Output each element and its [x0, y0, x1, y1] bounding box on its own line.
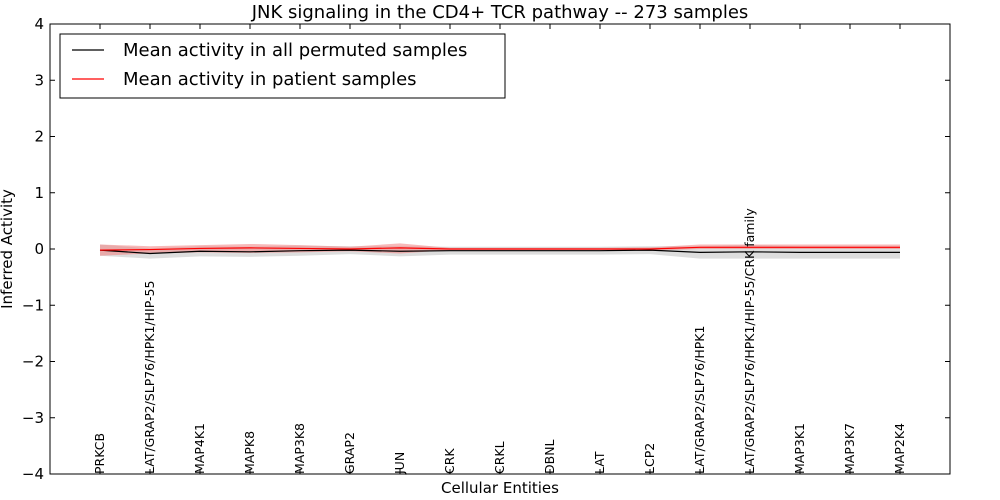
chart-title: JNK signaling in the CD4+ TCR pathway --…	[251, 2, 749, 23]
ytick-label-7: 3	[34, 71, 44, 89]
ytick-label-8: 4	[34, 15, 44, 33]
ytick-label-3: −1	[22, 296, 44, 314]
x-axis-category-labels: PRKCB LAT/GRAP2/SLP76/HPK1/HIP-55 MAP4K1 MA…	[92, 24, 907, 475]
category-label-1: LAT/GRAP2/SLP76/HPK1/HIP-55	[142, 281, 157, 474]
category-label-4: MAP3K8	[292, 423, 307, 474]
y-axis-label: Inferred Activity	[0, 189, 16, 309]
category-label-15: MAP3K7	[842, 423, 857, 474]
category-label-10: LAT	[592, 451, 607, 474]
ytick-label-2: −2	[22, 353, 44, 371]
legend-frame	[59, 33, 506, 99]
y-axis: −4 −3 −2 −1 0 1 2 3 4	[22, 15, 950, 483]
ytick-label-5: 1	[34, 184, 44, 202]
category-label-3: MAPK8	[242, 431, 257, 474]
ytick-label-6: 2	[34, 128, 44, 146]
line-series-0	[99, 249, 900, 255]
ytick-label-1: −3	[22, 409, 44, 427]
series-lines	[99, 246, 900, 255]
category-label-16: MAP2K4	[892, 423, 907, 474]
category-label-2: MAP4K1	[192, 423, 207, 474]
category-label-11: LCP2	[642, 443, 657, 474]
x-axis-label: Cellular Entities	[441, 479, 559, 497]
legend-label-permuted: Mean activity in all permuted samples	[123, 40, 467, 61]
line-series-1	[99, 246, 900, 251]
ytick-label-4: 0	[34, 240, 44, 258]
category-label-8: CRKL	[492, 441, 507, 474]
category-label-6: JUN	[392, 452, 407, 475]
legend: Mean activity in all permuted samples Me…	[59, 33, 506, 99]
category-label-12: LAT/GRAP2/SLP76/HPK1	[692, 326, 707, 474]
category-label-5: GRAP2	[342, 432, 357, 474]
category-label-14: MAP3K1	[792, 423, 807, 474]
legend-label-patient: Mean activity in patient samples	[123, 69, 417, 90]
category-label-9: DBNL	[542, 439, 557, 474]
ytick-label-0: −4	[22, 465, 44, 483]
category-label-0: PRKCB	[92, 433, 107, 474]
category-label-7: CRK	[442, 448, 457, 474]
category-label-13: LAT/GRAP2/SLP76/HPK1/HIP-55/CRK family	[742, 208, 757, 474]
